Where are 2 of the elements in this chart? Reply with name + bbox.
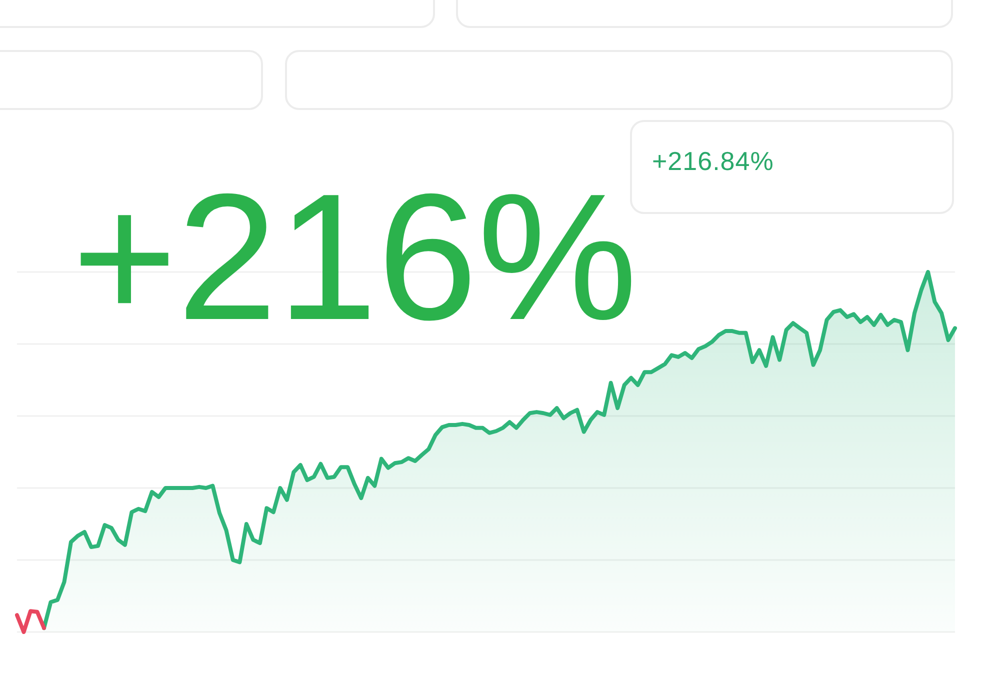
text: +216.84%: [652, 146, 774, 177]
annotation: +216%: [72, 157, 638, 358]
